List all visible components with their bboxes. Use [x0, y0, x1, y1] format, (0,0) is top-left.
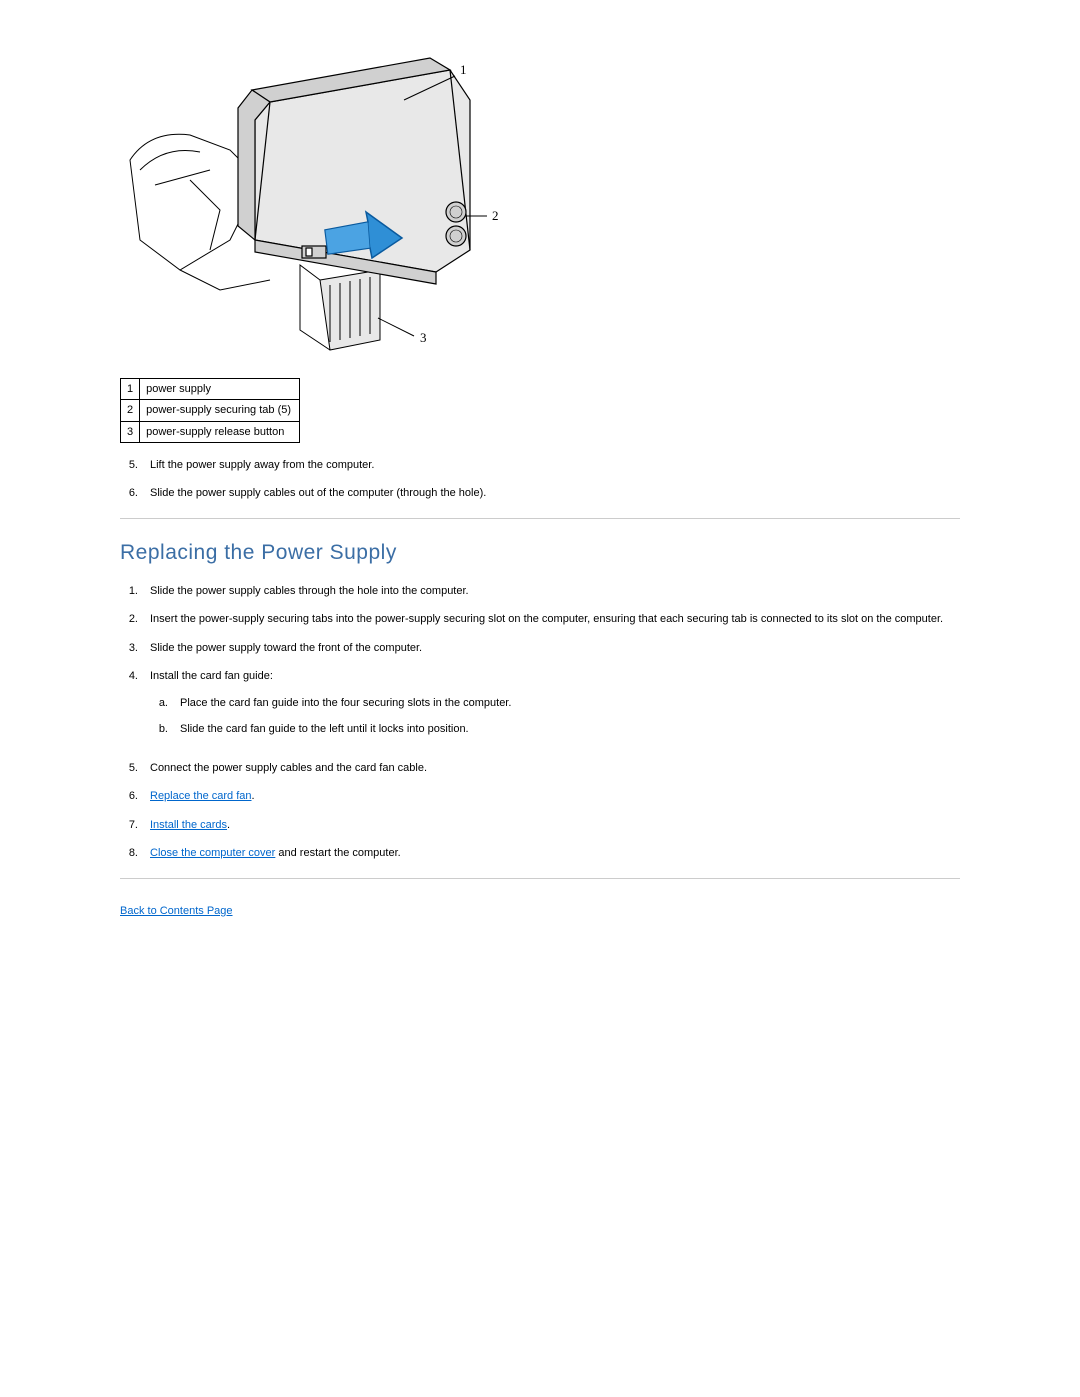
legend-row: 3power-supply release button — [121, 421, 300, 442]
section-heading: Replacing the Power Supply — [120, 541, 960, 565]
list-item: 7.Install the cards. — [120, 817, 960, 834]
step-body: Install the cards. — [150, 817, 960, 834]
step-body: Replace the card fan. — [150, 788, 960, 805]
diagram-container: 1 2 3 — [120, 40, 960, 360]
step-body: Install the card fan guide: a.Place the c… — [150, 668, 960, 748]
step-body: Slide the power supply toward the front … — [150, 640, 960, 657]
step-body: Slide the power supply cables through th… — [150, 583, 960, 600]
list-item: 1.Slide the power supply cables through … — [120, 583, 960, 600]
step-number: 7. — [120, 817, 150, 834]
step-body: Insert the power-supply securing tabs in… — [150, 611, 960, 628]
legend-row: 1power supply — [121, 379, 300, 400]
step-number: 8. — [120, 845, 150, 862]
list-item: 6.Replace the card fan. — [120, 788, 960, 805]
list-item: 3.Slide the power supply toward the fron… — [120, 640, 960, 657]
step-number: 4. — [120, 668, 150, 748]
list-item: 5.Lift the power supply away from the co… — [120, 457, 960, 474]
list-item: 5.Connect the power supply cables and th… — [120, 760, 960, 777]
sub-step-number: a. — [150, 695, 180, 712]
pre-steps-list: 5.Lift the power supply away from the co… — [120, 457, 960, 502]
legend-desc: power-supply securing tab (5) — [140, 400, 300, 421]
legend-num: 3 — [121, 421, 140, 442]
diagram-callout-3: 3 — [420, 330, 427, 345]
step-link[interactable]: Install the cards — [150, 819, 227, 831]
legend-num: 1 — [121, 379, 140, 400]
sub-step-text: Slide the card fan guide to the left unt… — [180, 721, 960, 738]
step-number: 6. — [120, 788, 150, 805]
list-item: 8.Close the computer cover and restart t… — [120, 845, 960, 862]
back-to-contents-link[interactable]: Back to Contents Page — [120, 905, 233, 917]
replacing-steps-list: 1.Slide the power supply cables through … — [120, 583, 960, 862]
step-number: 5. — [120, 760, 150, 777]
legend-row: 2power-supply securing tab (5) — [121, 400, 300, 421]
sub-step-text: Place the card fan guide into the four s… — [180, 695, 960, 712]
list-item: 4.Install the card fan guide: a.Place the… — [120, 668, 960, 748]
step-link[interactable]: Close the computer cover — [150, 847, 275, 859]
sub-steps-list: a.Place the card fan guide into the four… — [150, 695, 960, 738]
step-suffix: . — [252, 790, 255, 802]
power-supply-diagram: 1 2 3 — [120, 40, 500, 360]
step-text: Slide the power supply toward the front … — [150, 642, 422, 654]
legend-desc: power-supply release button — [140, 421, 300, 442]
legend-num: 2 — [121, 400, 140, 421]
legend-desc: power supply — [140, 379, 300, 400]
list-item: 6.Slide the power supply cables out of t… — [120, 485, 960, 502]
step-text: Connect the power supply cables and the … — [150, 762, 427, 774]
step-number: 6. — [120, 485, 150, 502]
step-suffix: . — [227, 819, 230, 831]
step-body: Connect the power supply cables and the … — [150, 760, 960, 777]
step-number: 2. — [120, 611, 150, 628]
step-number: 1. — [120, 583, 150, 600]
step-text: Slide the power supply cables out of the… — [150, 485, 960, 502]
step-number: 5. — [120, 457, 150, 474]
section-divider-bottom — [120, 878, 960, 879]
step-text: Install the card fan guide: — [150, 670, 273, 682]
step-text: Insert the power-supply securing tabs in… — [150, 613, 943, 625]
step-suffix: and restart the computer. — [275, 847, 400, 859]
step-number: 3. — [120, 640, 150, 657]
step-body: Close the computer cover and restart the… — [150, 845, 960, 862]
sub-step-number: b. — [150, 721, 180, 738]
page-content: 1 2 3 1power supply2power-supply securin… — [0, 0, 1080, 979]
sub-list-item: b.Slide the card fan guide to the left u… — [150, 721, 960, 738]
back-link-container: Back to Contents Page — [120, 901, 960, 919]
step-text: Lift the power supply away from the comp… — [150, 457, 960, 474]
list-item: 2.Insert the power-supply securing tabs … — [120, 611, 960, 628]
sub-list-item: a.Place the card fan guide into the four… — [150, 695, 960, 712]
diagram-callout-2: 2 — [492, 208, 499, 223]
section-divider — [120, 518, 960, 519]
diagram-legend-table: 1power supply2power-supply securing tab … — [120, 378, 300, 443]
step-link[interactable]: Replace the card fan — [150, 790, 252, 802]
step-text: Slide the power supply cables through th… — [150, 585, 469, 597]
diagram-callout-1: 1 — [460, 62, 467, 77]
